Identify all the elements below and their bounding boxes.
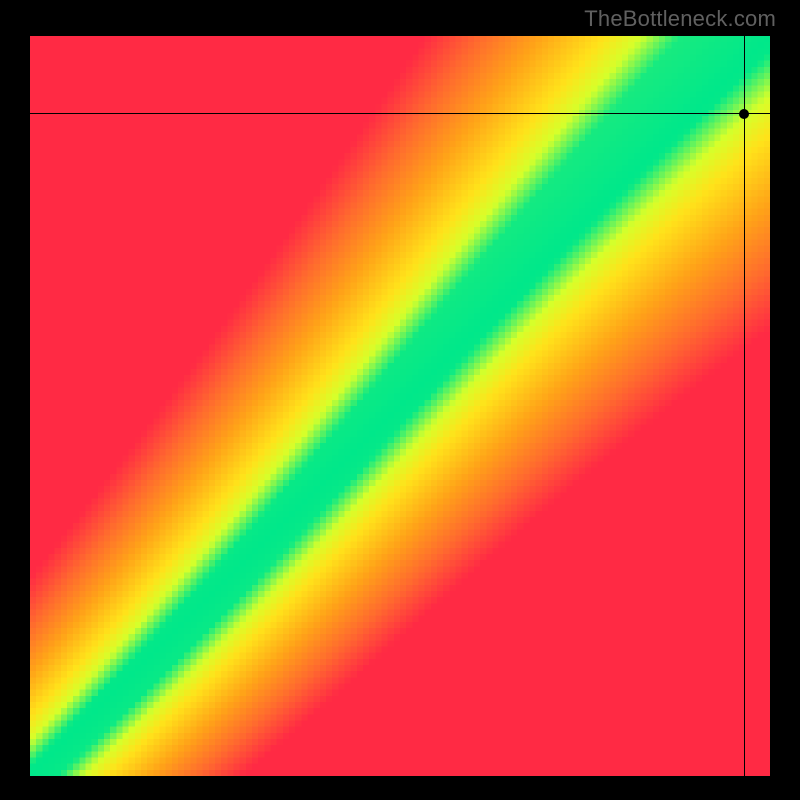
watermark-text: TheBottleneck.com <box>584 6 776 32</box>
crosshair-horizontal <box>30 113 770 114</box>
crosshair-vertical <box>744 36 745 776</box>
bottleneck-heatmap <box>30 36 770 776</box>
chart-container: TheBottleneck.com <box>0 0 800 800</box>
plot-frame <box>30 36 770 776</box>
selection-marker <box>739 109 749 119</box>
